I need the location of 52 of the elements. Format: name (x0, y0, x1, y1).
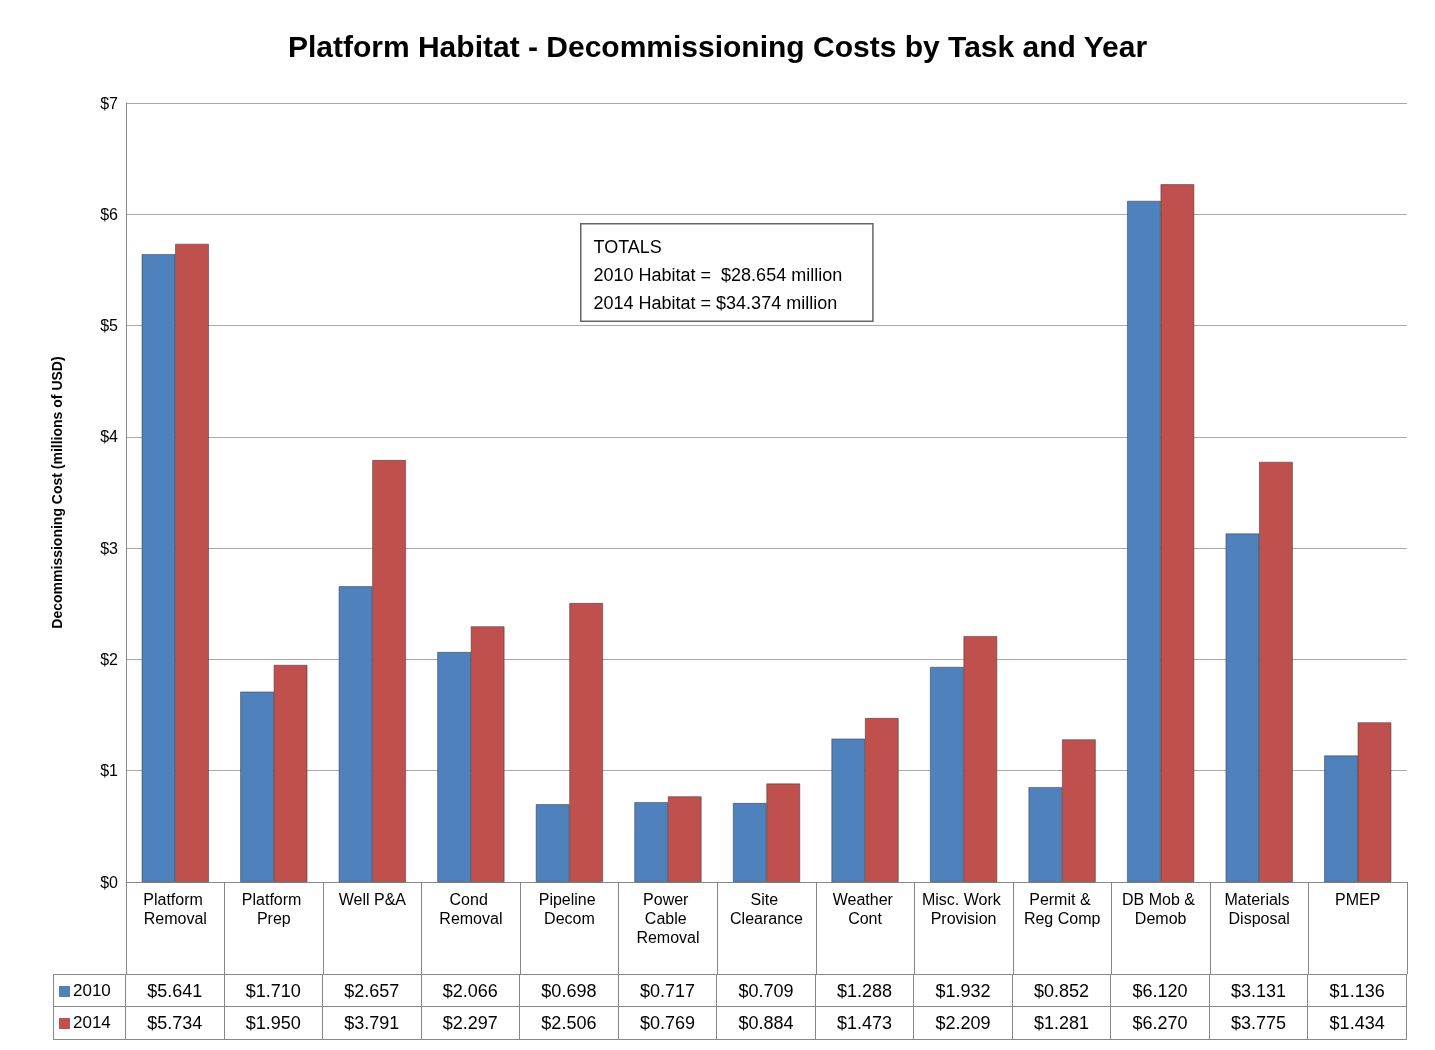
data-label: $3.791 (323, 1007, 422, 1039)
data-label: $6.120 (1111, 975, 1210, 1007)
data-label: $1.136 (1308, 975, 1407, 1007)
data-label: $1.288 (815, 975, 915, 1007)
x-tick-label: DB Mob & Demob (1121, 891, 1200, 927)
x-tick-label: Platform Prep (241, 891, 306, 927)
data-label: $2.066 (421, 975, 521, 1007)
data-label: $2.506 (520, 1007, 619, 1039)
data-label: $0.852 (1012, 975, 1112, 1007)
x-tick-label: Permit & Reg Comp (1023, 891, 1101, 927)
data-label: $1.932 (914, 975, 1013, 1007)
data-label: $2.209 (914, 1007, 1013, 1039)
data-label: $0.709 (717, 975, 816, 1007)
data-label: $3.775 (1209, 1007, 1309, 1039)
data-label: $1.281 (1012, 1007, 1112, 1039)
annotation: TOTALS 2010 Habitat = $28.654 million 2014 Habitat = $34.374 million (593, 236, 843, 313)
data-label: $1.710 (224, 975, 324, 1007)
x-tick-label: Platform Removal (143, 891, 208, 927)
x-tick-label: PMEP (1335, 891, 1381, 908)
data-label: $6.270 (1111, 1007, 1210, 1039)
x-tick-label: Weather Cont (832, 891, 898, 927)
data-label: $1.434 (1308, 1007, 1407, 1039)
data-label: $1.950 (224, 1007, 324, 1039)
data-label: $3.131 (1209, 975, 1309, 1007)
legend-label: 2014 (73, 1013, 111, 1033)
y-axis-title: Decommissioning Cost (millions of USD) (49, 356, 65, 629)
y-tick-label: $0 (100, 873, 119, 891)
y-tick-label: $5 (100, 317, 119, 335)
data-label: $0.698 (520, 975, 619, 1007)
data-label: $5.734 (126, 1007, 225, 1039)
x-tick-label: Cond Removal (439, 891, 503, 927)
y-tick-label: $6 (100, 205, 119, 223)
data-label: $2.297 (421, 1007, 521, 1039)
x-tick-label: Power Cable Removal (636, 891, 700, 946)
y-tick-label: $7 (100, 94, 119, 112)
y-tick-label: $4 (100, 428, 119, 446)
x-tick-label: Materials Disposal (1224, 891, 1294, 927)
data-label: $0.884 (717, 1007, 816, 1039)
data-label: $5.641 (126, 975, 225, 1007)
y-tick-label: $2 (100, 650, 119, 668)
x-tick-label: Misc. Work Provision (921, 891, 1006, 927)
x-tick-label: Pipeline Decom (538, 891, 601, 927)
x-tick-label: Site Clearance (730, 891, 804, 927)
chart-title: Platform Habitat - Decommissioning Costs by Task and Year (287, 29, 1148, 63)
legend-label: 2010 (73, 981, 111, 1001)
data-label: $0.717 (618, 975, 718, 1007)
data-label: $0.769 (618, 1007, 718, 1039)
data-label: $1.473 (815, 1007, 915, 1039)
x-tick-label: Well P&A (338, 891, 407, 908)
y-tick-label: $1 (100, 762, 119, 780)
data-label: $2.657 (323, 975, 422, 1007)
y-tick-label: $3 (100, 539, 119, 557)
